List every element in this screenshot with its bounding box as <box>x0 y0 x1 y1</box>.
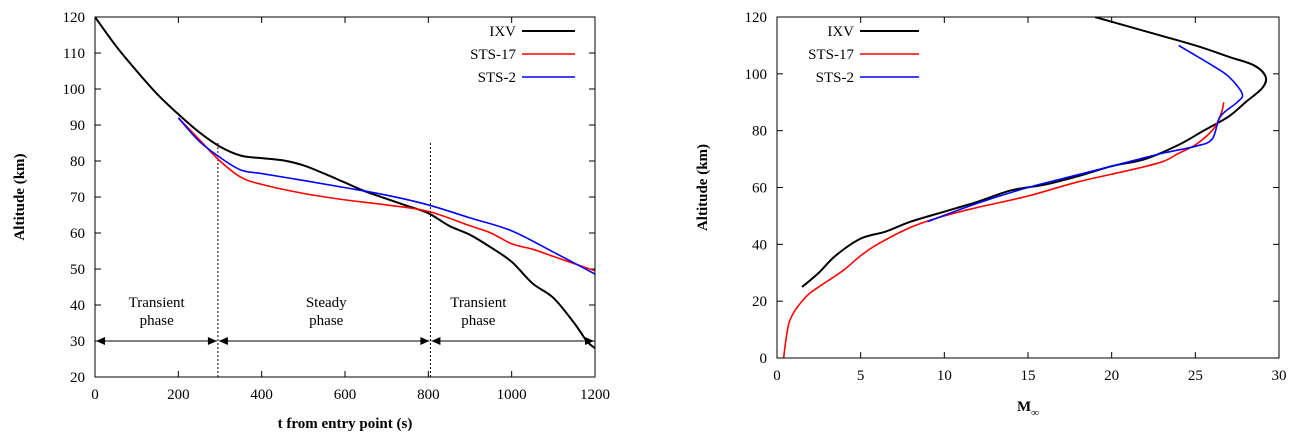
plot-frame <box>776 16 1280 359</box>
x-tick-label: 5 <box>857 368 865 384</box>
series-line-sts-2 <box>177 117 595 275</box>
arrow-head-left <box>431 337 441 345</box>
phase-label: Steady <box>306 295 347 311</box>
legend-label: STS-2 <box>478 70 516 86</box>
phase-label: Transient <box>450 295 507 311</box>
x-axis-title-subscript: ∞ <box>1031 407 1039 419</box>
y-tick-label: 120 <box>745 10 768 26</box>
plot-series <box>95 17 595 349</box>
x-axis-title-text: M <box>1017 399 1031 415</box>
x-axis-title-text: t from entry point (s) <box>278 416 413 432</box>
series-line-ixv <box>801 17 1268 288</box>
x-tick-label: 1000 <box>497 387 527 403</box>
x-tick-label: 10 <box>937 368 952 384</box>
arrow-head-left <box>96 337 105 345</box>
x-tick-label: 15 <box>1021 368 1036 384</box>
y-tick-label: 60 <box>752 181 767 197</box>
x-tick-label: 1200 <box>580 387 610 403</box>
y-tick-label: 30 <box>70 334 85 350</box>
chart-2: 0 5 10 15 20 25 30 0 20 40 60 80 100 120 M∞ Altitude (k… <box>695 10 1287 419</box>
y-tick-label: 60 <box>70 226 85 242</box>
plot-frame <box>94 16 596 378</box>
x-tick-label: 0 <box>773 368 781 384</box>
x-axis-title: t from entry point (s) <box>278 416 413 432</box>
legend-label: IXV <box>827 24 854 40</box>
y-tick-label: 0 <box>760 351 768 367</box>
y-axis-title: Altitude (km) <box>12 153 28 240</box>
y-tick-label: 90 <box>70 118 85 134</box>
y-tick-label: 110 <box>63 46 85 62</box>
y-tick-label: 100 <box>745 67 768 83</box>
plot-series <box>782 17 1268 358</box>
x-tick-label: 30 <box>1272 368 1287 384</box>
arrow-head-right <box>420 337 430 345</box>
y-axis-title: Altitude (km) <box>695 144 711 231</box>
x-axis-title: M∞ <box>1017 399 1039 419</box>
legend-label: STS-17 <box>470 47 516 63</box>
x-tick-label: 400 <box>250 387 273 403</box>
y-tick-label: 70 <box>70 190 85 206</box>
y-tick-label: 100 <box>63 82 86 98</box>
phase-label: phase <box>461 313 495 329</box>
arrow-head-right <box>207 337 217 345</box>
legend-label: STS-17 <box>808 47 854 63</box>
x-tick-label: 25 <box>1188 368 1203 384</box>
phase-label: Transient <box>129 295 186 311</box>
y-tick-label: 80 <box>70 154 85 170</box>
arrow-head-left <box>218 337 228 345</box>
y-tick-label: 40 <box>752 237 767 253</box>
legend-label: STS-2 <box>816 70 854 86</box>
y-tick-label: 40 <box>70 298 85 314</box>
y-tick-label: 120 <box>63 10 86 26</box>
x-tick-label: 800 <box>417 387 440 403</box>
y-tick-label: 20 <box>70 370 85 386</box>
y-tick-label: 80 <box>752 124 767 140</box>
series-line-sts-17 <box>782 102 1225 358</box>
phase-label: phase <box>140 313 174 329</box>
series-line-sts-17 <box>177 117 595 272</box>
legend-label: IXV <box>489 24 516 40</box>
y-tick-label: 50 <box>70 262 85 278</box>
y-tick-label: 20 <box>752 294 767 310</box>
x-tick-label: 20 <box>1104 368 1119 384</box>
x-tick-label: 0 <box>91 387 99 403</box>
series-line-sts-2 <box>927 44 1244 223</box>
series-line-ixv <box>95 17 595 349</box>
chart-1: 0 200 400 600 800 1000 1200 20 30 40 50 60 70 80 90 100… <box>12 10 610 432</box>
x-tick-label: 600 <box>334 387 357 403</box>
x-tick-label: 200 <box>167 387 190 403</box>
phase-label: phase <box>309 313 343 329</box>
